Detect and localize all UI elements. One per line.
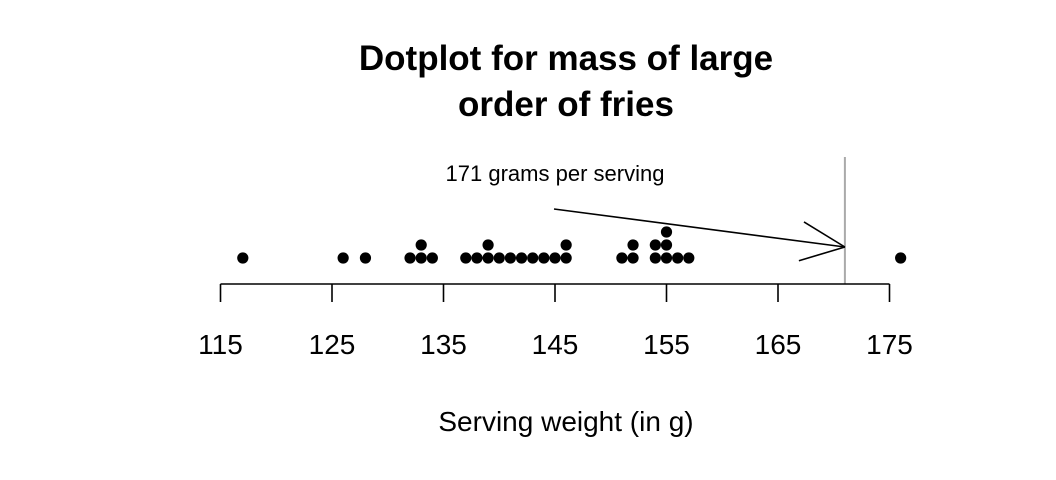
dots-layer	[237, 226, 907, 264]
annotation-arrow-head	[798, 246, 846, 262]
data-dot	[560, 252, 572, 264]
data-dot	[627, 252, 639, 264]
data-dot	[616, 252, 628, 264]
data-dot	[460, 252, 472, 264]
data-dot	[649, 239, 661, 251]
data-dot	[549, 252, 561, 264]
data-dot	[649, 252, 661, 264]
data-dot	[660, 226, 673, 238]
data-dot	[471, 252, 483, 264]
data-dot	[515, 252, 528, 264]
annotation-arrow-head	[803, 221, 846, 248]
data-dot	[895, 252, 907, 264]
data-dot	[672, 252, 684, 264]
data-dot	[359, 252, 372, 264]
data-dot	[426, 252, 438, 264]
data-dot	[538, 252, 550, 264]
x-tick-label: 165	[755, 329, 802, 360]
data-dot	[237, 252, 249, 264]
data-dot	[404, 252, 416, 264]
annotation-arrow-shaft	[553, 208, 846, 248]
data-dot	[660, 252, 673, 264]
x-tick-label: 145	[532, 329, 579, 360]
x-axis: 115 125 135 145 155 165 175	[198, 283, 913, 360]
data-dot	[504, 252, 516, 264]
annotation-text: 171 grams per serving	[446, 161, 665, 186]
data-dot	[660, 239, 673, 251]
data-dot	[527, 252, 539, 264]
data-dot	[415, 239, 427, 251]
x-axis-label: Serving weight (in g)	[438, 406, 693, 437]
chart-title-line-1: Dotplot for mass of large	[359, 39, 773, 78]
x-tick-label: 135	[420, 329, 467, 360]
x-tick-label: 125	[309, 329, 356, 360]
data-dot	[482, 252, 494, 264]
data-dot	[560, 239, 572, 251]
x-tick-label: 155	[643, 329, 690, 360]
data-dot	[482, 239, 494, 251]
x-tick-label: 115	[198, 329, 243, 360]
annotation-arrow-layer	[553, 208, 846, 262]
data-dot	[337, 252, 349, 264]
data-dot	[415, 252, 427, 264]
x-tick-label: 175	[866, 329, 913, 360]
data-dot	[683, 252, 695, 264]
data-dot	[493, 252, 505, 264]
chart-title-line-2: order of fries	[458, 85, 674, 124]
data-dot	[627, 239, 639, 251]
